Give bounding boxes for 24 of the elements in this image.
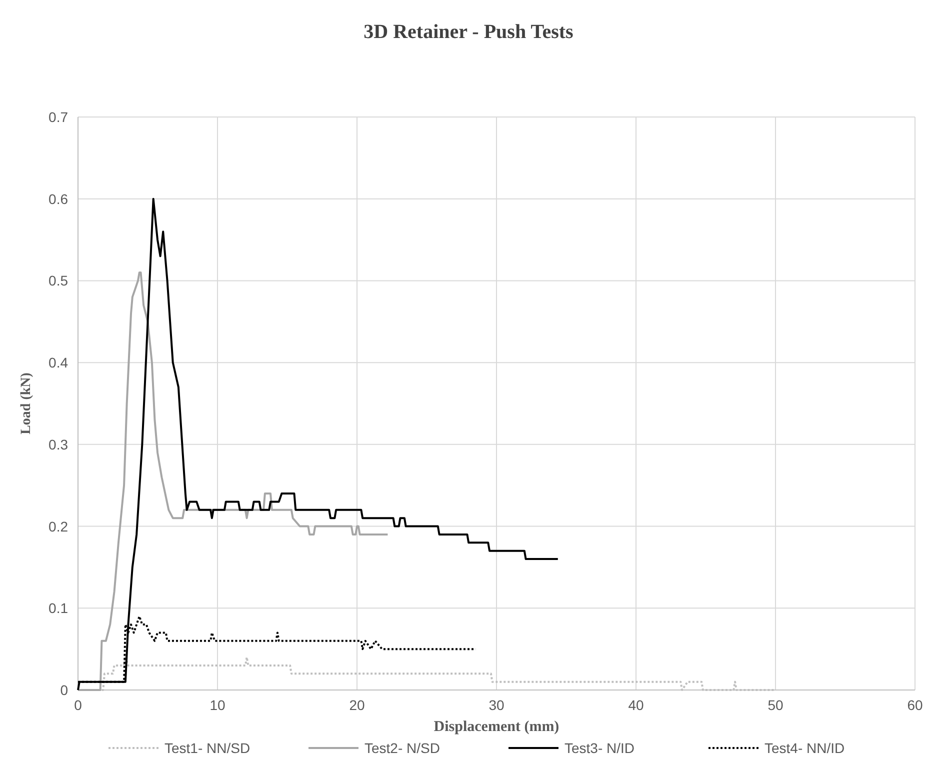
x-tick-label: 10 <box>210 697 226 713</box>
legend-label: Test3- N/ID <box>564 740 635 756</box>
x-tick-label: 0 <box>74 697 82 713</box>
y-tick-label: 0.5 <box>48 272 68 289</box>
legend-label: Test4- NN/ID <box>764 740 845 756</box>
x-tick-label: 40 <box>628 697 644 713</box>
x-tick-label: 50 <box>768 697 784 713</box>
x-tick-label: 60 <box>907 697 923 713</box>
legend-label: Test2- N/SD <box>364 740 440 756</box>
x-axis-title: Displacement (mm) <box>434 719 560 735</box>
line-series <box>77 198 559 691</box>
y-axis-title: Load (kN) <box>19 372 34 434</box>
y-tick-label: 0.2 <box>48 518 68 534</box>
x-tick-label: 20 <box>349 697 365 713</box>
chart-title: 3D Retainer - Push Tests <box>364 21 574 43</box>
y-tick-label: 0.6 <box>48 190 68 207</box>
x-tick-label: 30 <box>488 697 504 713</box>
y-tick-label: 0.7 <box>48 109 68 125</box>
y-tick-label: 0.3 <box>48 436 68 452</box>
y-tick-label: 0 <box>60 682 68 698</box>
y-tick-label: 0.4 <box>48 354 68 371</box>
y-tick-label: 0.1 <box>48 600 68 616</box>
legend-label: Test1- NN/SD <box>164 740 250 756</box>
line-series <box>77 272 389 691</box>
